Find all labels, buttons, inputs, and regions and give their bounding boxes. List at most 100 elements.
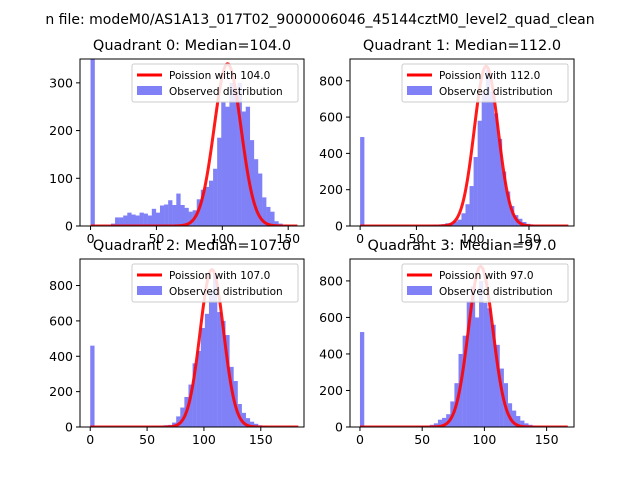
quadrant-2-x-tick-label: 100 — [192, 432, 216, 447]
quadrant-1-axes-frame — [349, 58, 575, 227]
quadrant-0-hist-bar — [237, 82, 242, 226]
quadrant-0-hist-bar — [143, 213, 148, 226]
quadrant-3-hist-bar — [462, 335, 467, 427]
quadrant-0-hist-bar — [159, 205, 165, 226]
quadrant-1-hist-bar — [477, 120, 482, 226]
quadrant-0-legend-hist-swatch — [137, 86, 162, 95]
quadrant-2-y-tick-label: 200 — [49, 384, 73, 399]
quadrant-0-hist-bar — [188, 211, 193, 226]
quadrant-2-hist-bar — [241, 412, 246, 427]
quadrant-2-hist-bar — [180, 407, 185, 427]
quadrant-3-hist-bar — [524, 423, 529, 427]
quadrant-2-x-tick-label: 0 — [86, 432, 94, 447]
quadrant-0-hist-bar — [229, 82, 234, 226]
quadrant-2-x-tick-label: 150 — [249, 432, 273, 447]
quadrant-1-legend: Poission with 112.0 Observed distribution — [401, 63, 569, 103]
quadrant-3-hist-bar — [470, 286, 476, 427]
quadrant-1-y-tick-label: 600 — [319, 110, 343, 125]
quadrant-1-x-tick-label: 100 — [461, 231, 485, 246]
quadrant-1-x-tick-label: 0 — [356, 231, 364, 246]
quadrant-2-y-tick-label: 400 — [49, 349, 73, 364]
quadrant-1-legend-box — [401, 63, 569, 103]
quadrant-2-hist-bar — [225, 335, 230, 427]
quadrant-2-hist-bar — [196, 350, 201, 427]
quadrant-0-hist-bar — [139, 212, 144, 226]
quadrant-0-plot-area — [90, 59, 298, 226]
quadrant-3-y-tick-label: 400 — [319, 346, 343, 361]
quadrant-0-legend: Poission with 104.0 Observed distribution — [131, 63, 299, 103]
quadrant-3-hist-bar — [437, 419, 443, 427]
quadrant-3-hist-bar — [487, 308, 492, 427]
quadrant-2-axes-frame — [79, 258, 305, 428]
quadrant-2-legend-line-label: Poission with 107.0 — [169, 270, 270, 282]
quadrant-1-hist-bar — [481, 93, 486, 226]
quadrant-2-legend-hist-swatch — [137, 286, 162, 295]
quadrant-0-hist-bar — [176, 193, 181, 226]
quadrant-2-hist-bar — [208, 290, 214, 427]
quadrant-3-hist-bar — [479, 280, 484, 427]
quadrant-0-hist-bar — [213, 168, 218, 226]
quadrant-1-y-tick-label: 200 — [319, 182, 343, 197]
quadrant-3-panel: 0 50 100 150 0 200 400 600 800 Quadrant 3: Median… — [319, 238, 575, 447]
quadrant-3-hist-bar — [442, 417, 447, 427]
quadrant-2-hist-bar — [192, 363, 197, 427]
quadrant-3-hist-bar — [495, 344, 500, 427]
quadrant-2-y-tick-label: 800 — [49, 278, 73, 293]
quadrant-0-hist-bar — [233, 92, 238, 226]
quadrant-1-legend-hist-swatch — [407, 86, 432, 95]
quadrant-2-hist-bar — [176, 416, 181, 427]
quadrant-0-hist-bar — [147, 215, 153, 226]
quadrant-0-hist-bar — [119, 217, 124, 226]
quadrant-1-legend-hist-label: Observed distribution — [439, 86, 553, 98]
quadrant-2-panel: 0 50 100 150 0 200 400 600 800 Quadrant 2: Median… — [49, 238, 305, 447]
quadrant-2-legend: Poission with 107.0 Observed distribution — [131, 263, 299, 303]
quadrant-0-hist-bar — [200, 189, 206, 226]
quadrant-1-hist-bar — [506, 191, 511, 226]
quadrant-0-hist-bar — [184, 207, 189, 226]
quadrant-0-y-tick-label: 300 — [49, 75, 73, 90]
quadrant-3-hist-bar — [474, 317, 480, 427]
quadrant-0-poisson-curve — [90, 62, 298, 226]
quadrant-0-panel: 0 50 100 150 0 100 200 300 Quadrant 0: Median=10… — [49, 38, 305, 246]
quadrant-0-x-tick-label: 50 — [148, 231, 164, 246]
quadrant-2-y-tick-label: 0 — [65, 420, 73, 435]
quadrant-0-hist-bar — [172, 205, 177, 226]
quadrant-2-hist-bar — [221, 320, 226, 427]
quadrant-1-hist-bar — [457, 219, 462, 226]
quadrant-1-hist-bar — [489, 91, 495, 226]
quadrant-0-x-tick-label: 150 — [276, 231, 300, 246]
quadrant-1-hist-bar — [485, 69, 491, 226]
quadrant-2-hist-bar — [249, 421, 255, 427]
quadrant-0-hist-bar — [204, 186, 210, 226]
quadrant-0-legend-box — [131, 63, 299, 103]
quadrant-2-hist-bar — [217, 312, 222, 427]
quadrant-0-hist-bar — [151, 208, 157, 226]
quadrant-3-y-tick-label: 0 — [335, 420, 343, 435]
quadrant-3-hist-bar — [516, 416, 521, 427]
quadrant-1-hist-bar — [453, 221, 458, 226]
quadrant-3-axes-frame — [349, 258, 575, 428]
quadrant-0-hist-bar — [262, 197, 267, 226]
quadrant-3-y-tick-label: 200 — [319, 383, 343, 398]
quadrant-3-y-tick-label: 600 — [319, 310, 343, 325]
quadrant-0-axes-frame — [79, 58, 305, 227]
quadrant-2-hist-bar — [229, 366, 234, 427]
quadrant-0-hist-bar — [90, 59, 95, 226]
quadrant-1-hist-bar — [461, 213, 466, 226]
quadrant-0-hist-bar — [270, 211, 275, 226]
quadrant-0-hist-bar — [180, 205, 185, 226]
quadrant-1-hist-bar — [497, 138, 503, 226]
quadrant-0-hist-bar — [241, 111, 246, 226]
quadrant-3-legend: Poission with 97.0 Observed distribution — [401, 263, 569, 303]
quadrant-1-y-tick-label: 400 — [319, 146, 343, 161]
quadrant-3-legend-box — [401, 263, 569, 303]
quadrant-0-hist-bar — [131, 214, 136, 226]
quadrant-2-legend-hist-label: Observed distribution — [169, 286, 283, 298]
quadrant-1-hist-bar — [473, 157, 478, 226]
quadrant-0-legend-line-label: Poission with 104.0 — [169, 70, 270, 82]
quadrant-2-x-tick-label: 50 — [139, 432, 155, 447]
quadrant-0-hist-bar — [249, 140, 255, 226]
quadrant-0-title: Quadrant 0: Median=104.0 — [93, 38, 291, 54]
quadrant-2-hist-bar — [245, 418, 251, 427]
